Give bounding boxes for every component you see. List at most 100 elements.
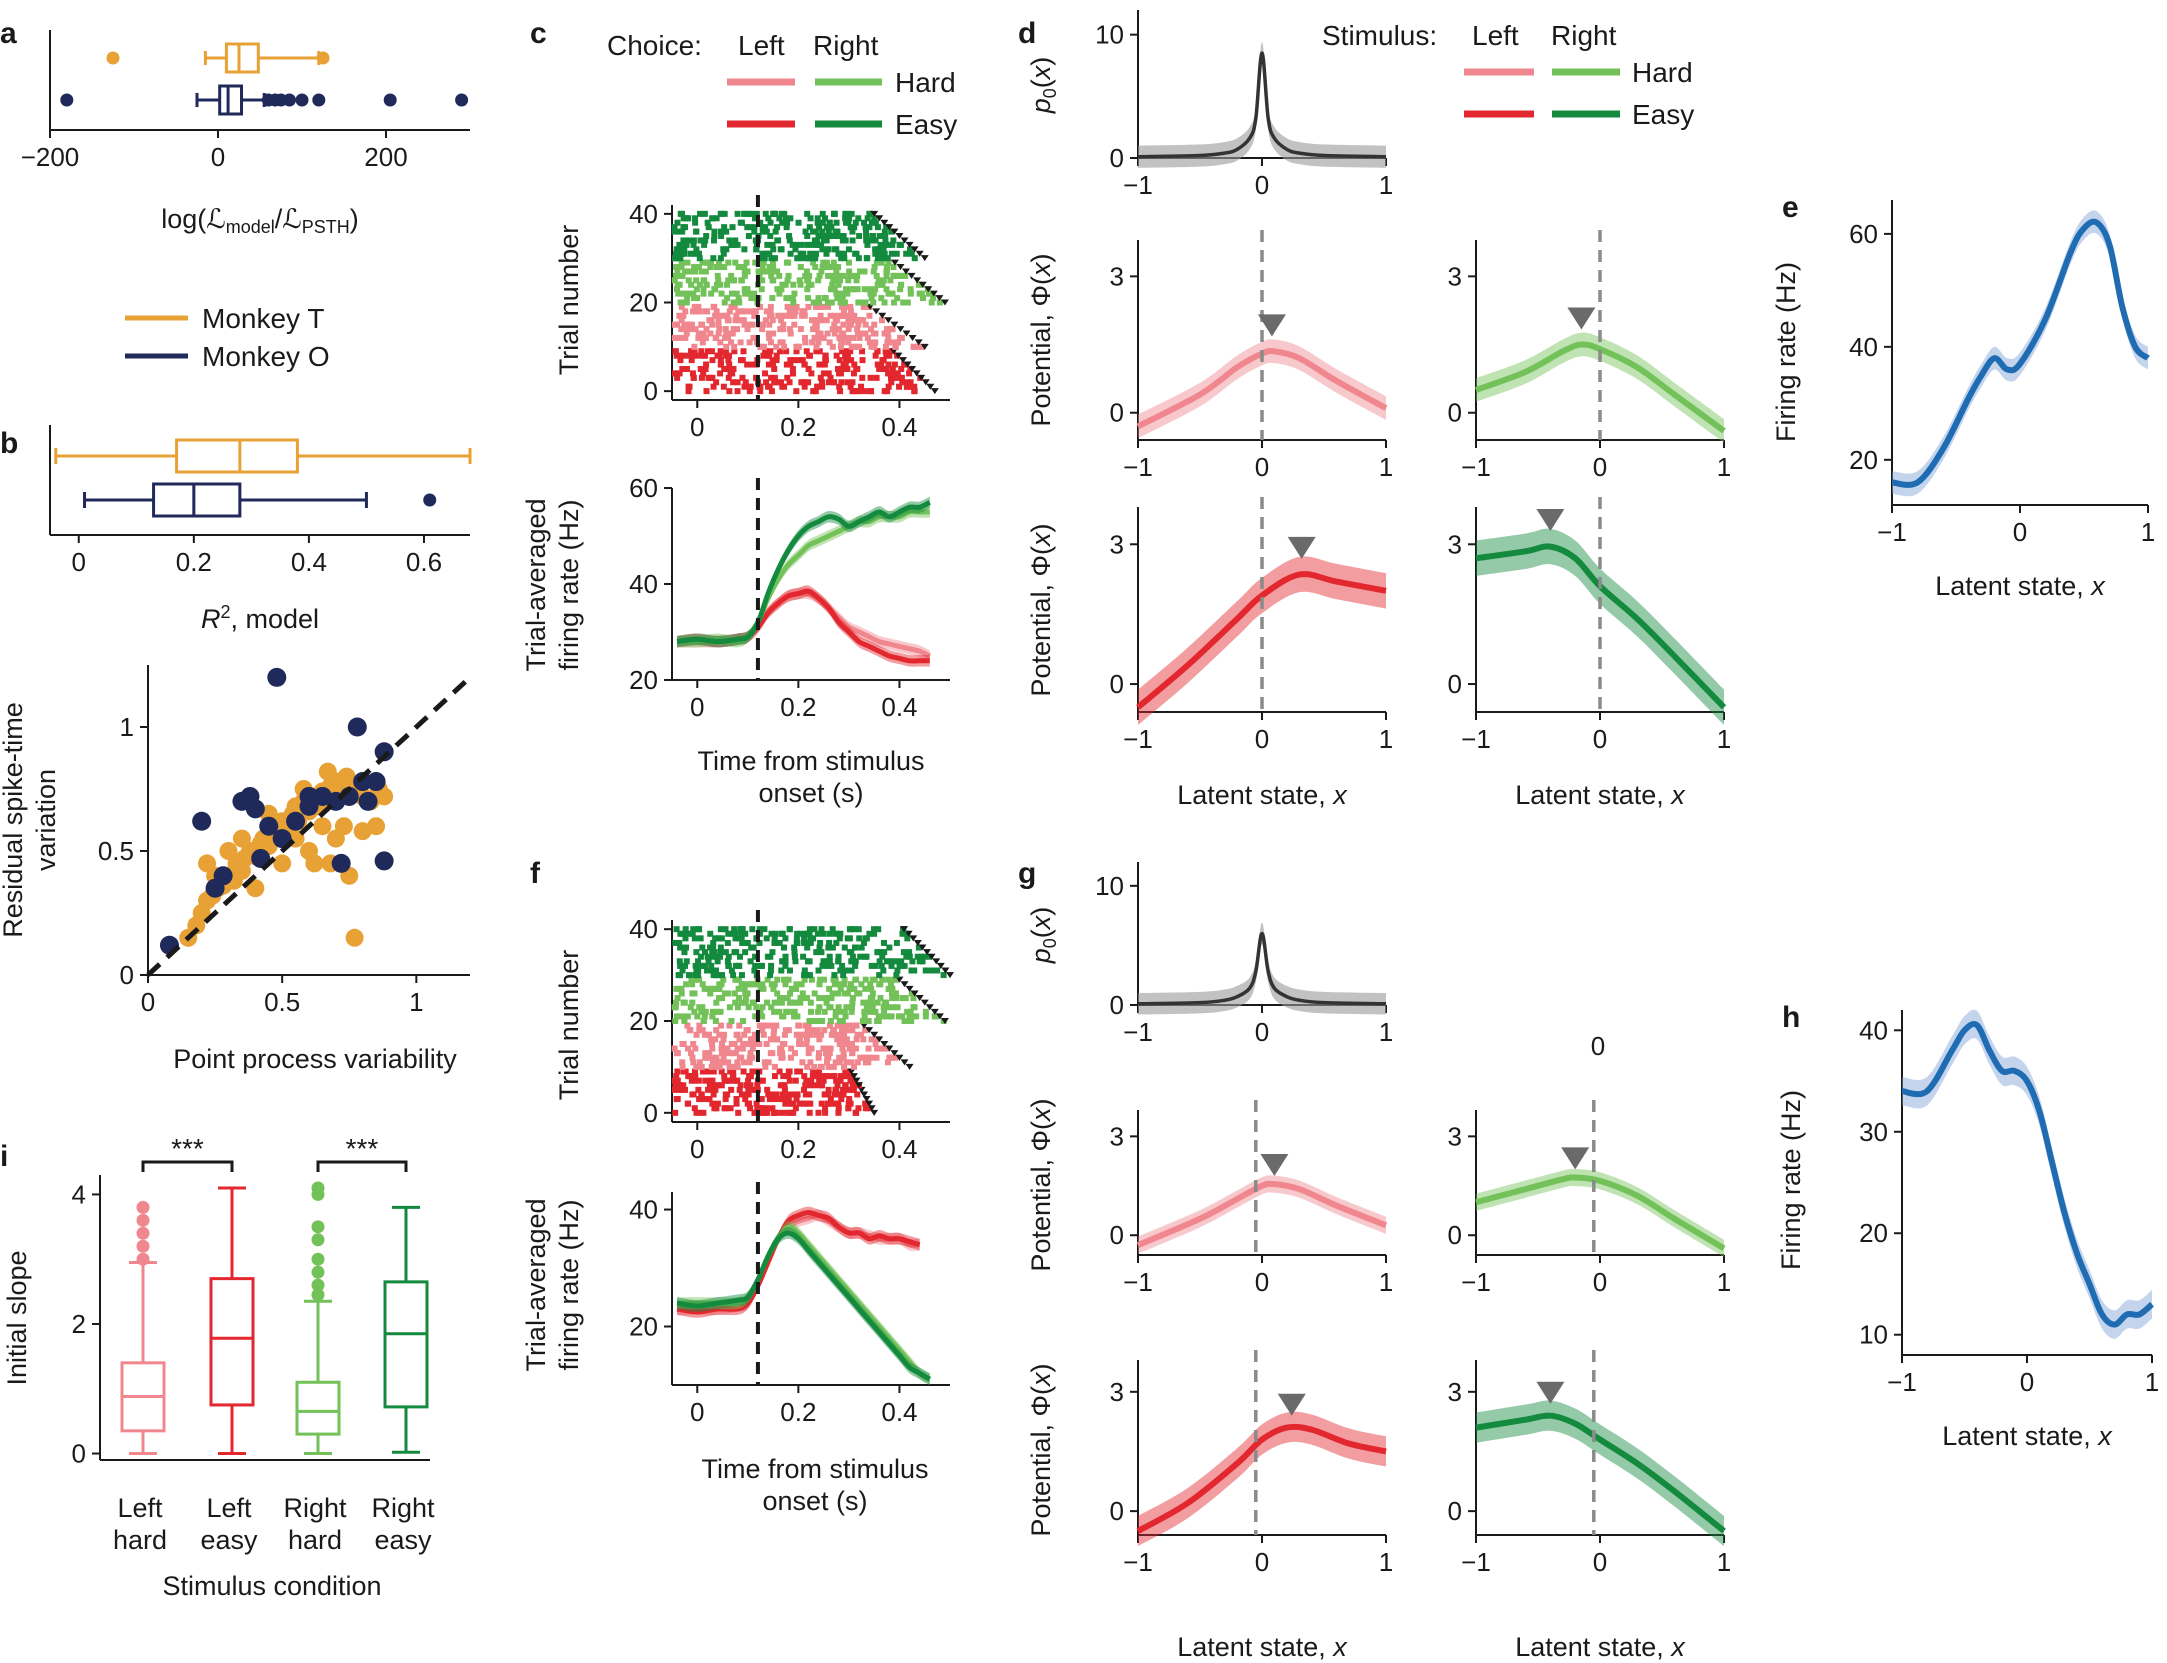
spike-mark — [876, 250, 883, 257]
choice-marker — [920, 999, 929, 1006]
spike-mark — [847, 1073, 854, 1080]
spike-mark — [826, 224, 833, 231]
scatter-point — [205, 878, 225, 898]
choice-marker — [865, 1027, 874, 1034]
spike-mark — [676, 939, 683, 946]
spike-mark — [759, 1004, 766, 1011]
spike-mark — [926, 290, 933, 297]
spike-mark — [869, 1004, 876, 1011]
spike-mark — [866, 210, 873, 217]
spike-mark — [747, 1082, 754, 1089]
spike-mark — [810, 259, 817, 266]
spike-mark — [817, 334, 824, 341]
stimulus-legend-easy: Easy — [1632, 99, 1694, 130]
spike-mark — [776, 939, 783, 946]
spike-mark — [777, 1045, 784, 1052]
spike-mark — [688, 1077, 695, 1084]
y-axis-label: Trial number — [554, 225, 584, 376]
spike-mark — [698, 1008, 705, 1015]
spike-mark — [697, 365, 704, 372]
spike-mark — [868, 1054, 875, 1061]
spike-mark — [893, 995, 900, 1002]
spike-mark — [889, 370, 896, 377]
spike-mark — [857, 268, 864, 275]
spike-mark — [862, 330, 869, 337]
spike-mark — [806, 1091, 813, 1098]
spike-mark — [720, 976, 727, 983]
spike-mark — [844, 1086, 851, 1093]
spike-mark — [693, 1109, 700, 1116]
spike-mark — [732, 1050, 739, 1057]
spike-mark — [879, 1013, 886, 1020]
spike-mark — [696, 1059, 703, 1066]
spike-mark — [762, 210, 769, 217]
spike-mark — [826, 930, 833, 937]
choice-marker — [925, 1004, 934, 1011]
spike-mark — [841, 1008, 848, 1015]
spike-mark — [693, 246, 700, 253]
spike-mark — [866, 312, 873, 319]
spike-mark — [774, 286, 781, 293]
spike-mark — [725, 277, 732, 284]
spike-mark — [815, 1109, 822, 1116]
spike-mark — [802, 1091, 809, 1098]
spike-mark — [750, 1068, 757, 1075]
spike-mark — [847, 224, 854, 231]
spike-mark — [814, 219, 821, 226]
spike-mark — [765, 215, 772, 222]
spike-mark — [868, 219, 875, 226]
spike-mark — [904, 1008, 911, 1015]
spike-mark — [676, 228, 683, 235]
spike-mark — [765, 1091, 772, 1098]
choice-marker — [910, 246, 919, 253]
spike-mark — [773, 1036, 780, 1043]
spike-mark — [703, 361, 710, 368]
spike-mark — [738, 277, 745, 284]
box-right-hard — [295, 1181, 341, 1456]
x-tick-label: −1 — [1461, 1547, 1491, 1577]
spike-mark — [768, 388, 775, 395]
spike-mark — [849, 1077, 856, 1084]
axes-d-potential: −1 0 103 — [1448, 497, 1731, 754]
spike-mark — [805, 365, 812, 372]
spike-mark — [808, 241, 815, 248]
panel-letter-f: f — [530, 857, 541, 890]
spike-mark — [883, 352, 890, 359]
spike-mark — [725, 953, 732, 960]
choice-legend-hard: Hard — [895, 67, 956, 98]
spike-mark — [717, 348, 724, 355]
spike-mark — [692, 976, 699, 983]
y-tick-label: 2 — [72, 1309, 86, 1339]
spike-mark — [826, 1004, 833, 1011]
spike-mark — [702, 268, 709, 275]
x-axis-label: Latent state, x — [1515, 780, 1686, 810]
y-tick-label: 20 — [629, 665, 658, 695]
spike-mark — [758, 1096, 765, 1103]
spike-mark — [731, 348, 738, 355]
spike-mark — [864, 255, 871, 262]
spike-mark — [696, 976, 703, 983]
spike-mark — [846, 985, 853, 992]
spike-mark — [839, 1027, 846, 1034]
spike-mark — [695, 352, 702, 359]
spike-mark — [837, 250, 844, 257]
spike-mark — [765, 330, 772, 337]
spike-mark — [852, 1045, 859, 1052]
choice-marker — [903, 361, 912, 368]
spike-mark — [674, 1068, 681, 1075]
spike-mark — [759, 277, 766, 284]
spike-mark — [811, 1063, 818, 1070]
scatter-point — [345, 928, 364, 947]
spike-mark — [712, 1018, 719, 1024]
spike-mark — [717, 944, 724, 951]
spike-mark — [855, 215, 862, 222]
choice-marker — [927, 953, 936, 960]
spike-mark — [754, 1086, 761, 1093]
spike-mark — [751, 290, 758, 297]
spike-mark — [874, 999, 881, 1006]
x-axis-label-b: R2, model — [201, 602, 319, 634]
spike-mark — [853, 976, 860, 983]
spike-mark — [843, 1036, 850, 1043]
spike-mark — [790, 281, 797, 288]
spike-mark — [872, 962, 879, 969]
